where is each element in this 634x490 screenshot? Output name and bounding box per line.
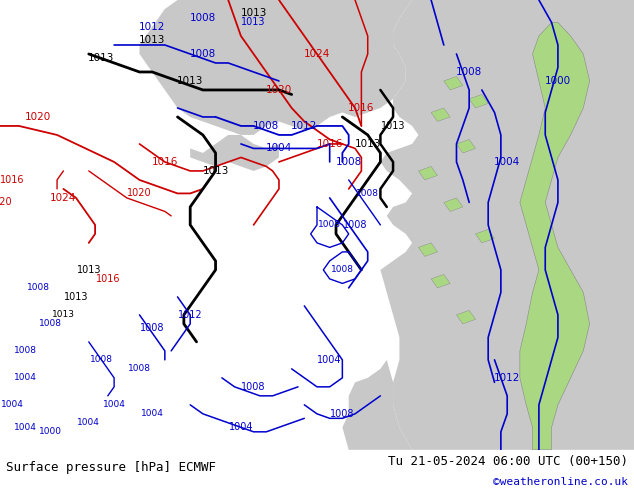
Text: 1013: 1013 [77,265,101,275]
Text: Tu 21-05-2024 06:00 UTC (00+150): Tu 21-05-2024 06:00 UTC (00+150) [387,455,628,468]
Text: 1013: 1013 [139,35,165,46]
Polygon shape [520,23,590,450]
Text: ©weatheronline.co.uk: ©weatheronline.co.uk [493,477,628,487]
Text: 1004: 1004 [14,373,37,382]
Text: 1008: 1008 [190,49,216,59]
Text: 1016: 1016 [316,139,343,149]
Polygon shape [342,360,412,450]
Polygon shape [444,198,463,211]
Text: 1012: 1012 [494,373,521,383]
Text: 1013: 1013 [242,18,266,27]
Text: 1004: 1004 [318,355,342,365]
Text: 1008: 1008 [128,365,151,373]
Text: 1008: 1008 [39,319,62,328]
Text: 1008: 1008 [190,13,216,23]
Text: Surface pressure [hPa] ECMWF: Surface pressure [hPa] ECMWF [6,462,216,474]
Text: 1008: 1008 [140,323,164,333]
Text: 1013: 1013 [240,8,267,19]
Text: 1012: 1012 [291,121,318,131]
Polygon shape [139,0,412,135]
Text: 1013: 1013 [52,310,75,319]
Text: 1024: 1024 [50,193,77,203]
Text: 1013: 1013 [354,139,381,149]
Text: 1016: 1016 [152,157,178,167]
Text: 1013: 1013 [64,292,88,302]
Polygon shape [469,95,488,108]
Text: 1008: 1008 [242,382,266,392]
Text: 1000: 1000 [39,427,62,436]
Text: 1008: 1008 [90,355,113,365]
Text: 1013: 1013 [381,121,405,131]
Polygon shape [456,310,476,324]
Text: 1016: 1016 [1,175,25,185]
Text: 1020: 1020 [266,85,292,95]
Text: 1013: 1013 [88,53,115,64]
Text: 1008: 1008 [335,157,362,167]
Text: 1008: 1008 [356,189,379,198]
Polygon shape [418,243,437,256]
Text: 1004: 1004 [494,157,521,167]
Text: 1008: 1008 [253,121,280,131]
Text: 1004: 1004 [1,400,24,409]
Text: 1008: 1008 [331,266,354,274]
Text: 1012: 1012 [139,22,165,32]
Text: 1013: 1013 [177,76,204,86]
Text: 1008: 1008 [14,346,37,355]
Polygon shape [418,167,437,180]
Polygon shape [444,76,463,90]
Text: 1020: 1020 [25,112,51,122]
Text: 1016: 1016 [348,103,375,113]
Text: 1004: 1004 [141,409,164,418]
Text: 1004: 1004 [77,418,100,427]
Polygon shape [380,0,634,450]
Polygon shape [456,140,476,153]
Text: 1008: 1008 [330,409,354,419]
Polygon shape [431,274,450,288]
Polygon shape [431,108,450,122]
Text: 1016: 1016 [96,274,120,284]
Text: 1000: 1000 [545,76,571,86]
Polygon shape [476,229,495,243]
Text: 1008: 1008 [456,67,482,77]
Text: 1020: 1020 [0,197,12,207]
Text: 1004: 1004 [229,422,253,432]
Text: 1013: 1013 [202,166,229,176]
Text: 1004: 1004 [103,400,126,409]
Polygon shape [190,135,279,171]
Text: 1008: 1008 [343,220,367,230]
Text: 1020: 1020 [127,189,152,198]
Text: 1004: 1004 [266,144,292,153]
Text: 1008: 1008 [318,220,341,229]
Text: 1004: 1004 [14,423,37,432]
Text: 1008: 1008 [27,283,49,293]
Text: 1024: 1024 [304,49,330,59]
Text: 1012: 1012 [178,310,202,320]
